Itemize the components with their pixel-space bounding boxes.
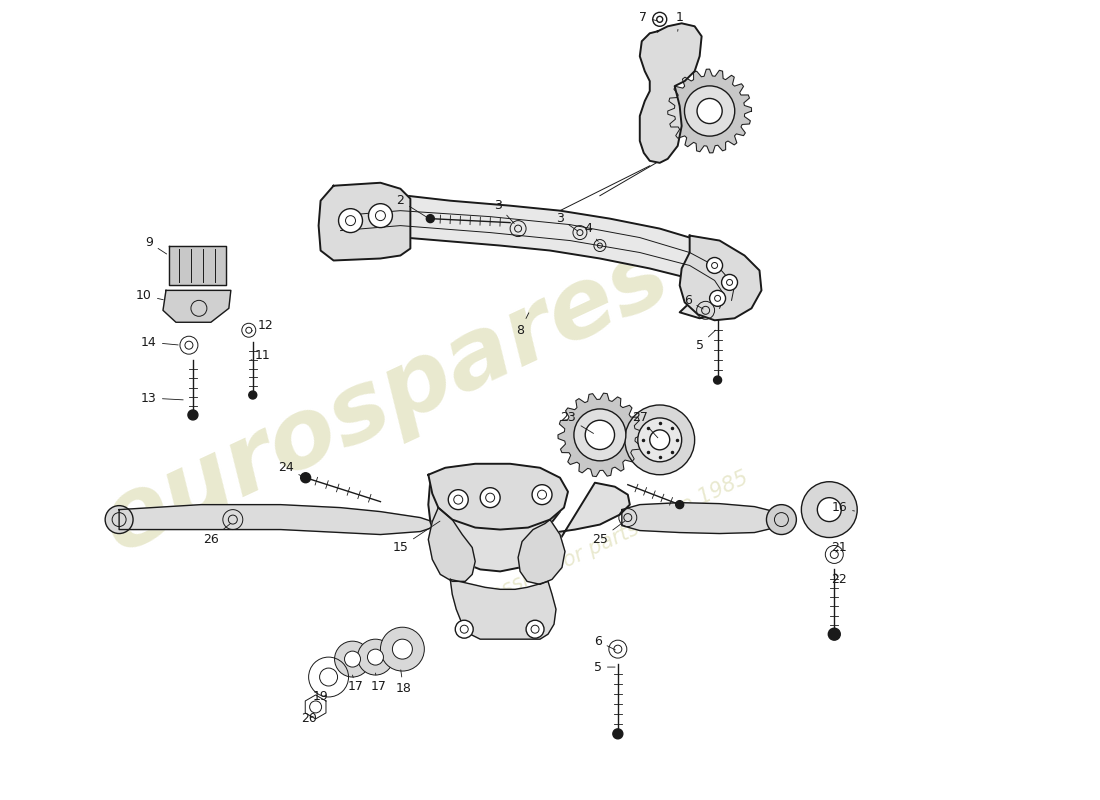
Circle shape bbox=[358, 639, 394, 675]
Circle shape bbox=[368, 204, 393, 228]
Polygon shape bbox=[450, 579, 556, 639]
Circle shape bbox=[650, 430, 670, 450]
Polygon shape bbox=[428, 508, 475, 582]
Circle shape bbox=[706, 258, 723, 274]
Text: 12: 12 bbox=[252, 318, 274, 332]
Text: 26: 26 bbox=[204, 523, 231, 546]
Text: 5: 5 bbox=[594, 661, 615, 674]
Text: 4: 4 bbox=[584, 222, 598, 242]
Circle shape bbox=[684, 86, 735, 136]
Polygon shape bbox=[319, 182, 410, 261]
Text: 8: 8 bbox=[516, 313, 529, 337]
Text: 5: 5 bbox=[695, 330, 716, 352]
Text: 6: 6 bbox=[684, 294, 703, 309]
Text: 27: 27 bbox=[631, 411, 658, 438]
Circle shape bbox=[249, 391, 256, 399]
Polygon shape bbox=[640, 23, 702, 163]
Text: 2: 2 bbox=[396, 194, 430, 219]
Circle shape bbox=[367, 649, 384, 665]
Text: 7: 7 bbox=[639, 11, 657, 24]
Circle shape bbox=[300, 473, 310, 482]
Polygon shape bbox=[558, 393, 641, 477]
Polygon shape bbox=[621, 502, 780, 534]
Polygon shape bbox=[518, 519, 565, 584]
Circle shape bbox=[817, 498, 842, 522]
Text: 18: 18 bbox=[395, 670, 411, 695]
Polygon shape bbox=[428, 465, 630, 571]
Polygon shape bbox=[163, 290, 231, 322]
Circle shape bbox=[334, 641, 371, 677]
Circle shape bbox=[714, 376, 722, 384]
Text: 20: 20 bbox=[300, 712, 317, 726]
Circle shape bbox=[393, 639, 412, 659]
Circle shape bbox=[481, 488, 500, 508]
Text: 15: 15 bbox=[393, 521, 440, 554]
Polygon shape bbox=[680, 235, 761, 320]
Circle shape bbox=[574, 409, 626, 461]
Text: 6: 6 bbox=[594, 634, 615, 650]
Text: 21: 21 bbox=[832, 541, 847, 554]
Text: 25: 25 bbox=[592, 522, 625, 546]
Circle shape bbox=[675, 501, 684, 509]
Circle shape bbox=[427, 214, 434, 222]
Polygon shape bbox=[119, 505, 432, 534]
Circle shape bbox=[710, 290, 726, 306]
Circle shape bbox=[339, 209, 363, 233]
Circle shape bbox=[767, 505, 796, 534]
Text: 10: 10 bbox=[136, 289, 163, 302]
Circle shape bbox=[625, 405, 694, 474]
Circle shape bbox=[585, 420, 615, 450]
Text: eurospares: eurospares bbox=[87, 228, 684, 572]
Circle shape bbox=[638, 418, 682, 462]
Text: 17: 17 bbox=[348, 675, 363, 694]
Polygon shape bbox=[169, 246, 226, 286]
Text: 3: 3 bbox=[556, 212, 578, 231]
Circle shape bbox=[344, 651, 361, 667]
Circle shape bbox=[613, 729, 623, 739]
Circle shape bbox=[697, 98, 723, 123]
Text: 11: 11 bbox=[251, 349, 271, 362]
Text: 14: 14 bbox=[141, 336, 178, 349]
Circle shape bbox=[188, 410, 198, 420]
Text: 16: 16 bbox=[832, 501, 855, 514]
Circle shape bbox=[802, 482, 857, 538]
Text: 9: 9 bbox=[145, 236, 167, 254]
Circle shape bbox=[532, 485, 552, 505]
Text: 1: 1 bbox=[675, 11, 683, 31]
Polygon shape bbox=[333, 193, 759, 318]
Circle shape bbox=[526, 620, 544, 638]
Text: 19: 19 bbox=[312, 690, 329, 703]
Polygon shape bbox=[668, 69, 751, 153]
Polygon shape bbox=[428, 464, 568, 530]
Text: 24: 24 bbox=[278, 462, 306, 478]
Circle shape bbox=[455, 620, 473, 638]
Text: 23: 23 bbox=[560, 411, 594, 434]
Circle shape bbox=[106, 506, 133, 534]
Text: 3: 3 bbox=[494, 199, 514, 223]
Text: a passion for parts since 1985: a passion for parts since 1985 bbox=[458, 468, 751, 619]
Circle shape bbox=[449, 490, 469, 510]
Text: 13: 13 bbox=[141, 391, 184, 405]
Text: 17: 17 bbox=[371, 673, 386, 694]
Text: 22: 22 bbox=[832, 573, 847, 586]
Circle shape bbox=[828, 628, 840, 640]
Circle shape bbox=[722, 274, 737, 290]
Circle shape bbox=[381, 627, 425, 671]
